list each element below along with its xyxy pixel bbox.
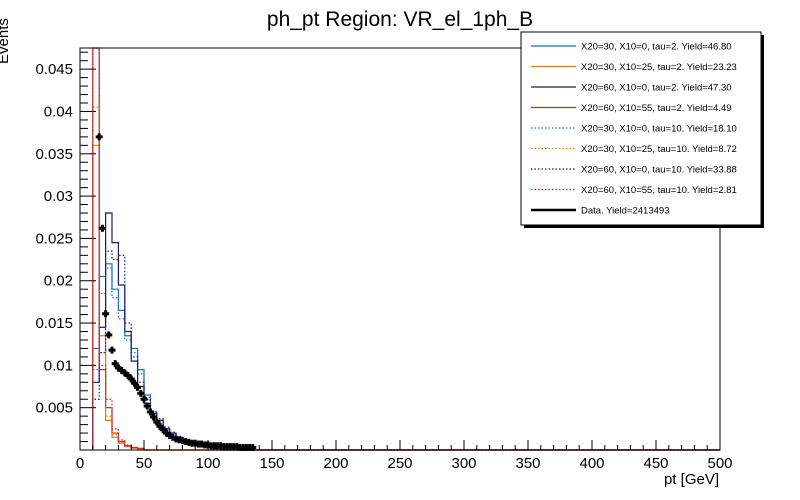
legend-box [520, 31, 762, 226]
legend-label: X20=30, X10=0, tau=2. Yield=46.80 [581, 42, 732, 53]
data-point [108, 346, 116, 354]
x-tick-label: 50 [136, 455, 153, 472]
x-tick-label: 400 [579, 455, 604, 472]
data-point [140, 395, 148, 403]
legend-item: Data. Yield=2413493 [531, 206, 669, 217]
x-tick-label: 450 [643, 455, 668, 472]
legend-item: X20=60, X10=55, tau=10. Yield=2.81 [531, 185, 737, 196]
x-tick-label: 100 [195, 455, 220, 472]
y-tick-label: 0.02 [44, 273, 73, 290]
x-tick-label: 150 [259, 455, 284, 472]
data-point [150, 413, 158, 421]
legend-label: X20=30, X10=25, tau=2. Yield=23.23 [581, 62, 737, 73]
series-line-0 [92, 263, 720, 451]
legend-item: X20=30, X10=25, tau=2. Yield=23.23 [531, 62, 737, 73]
y-tick-label: 0.005 [35, 400, 73, 417]
data-point [153, 418, 161, 426]
legend-item: X20=30, X10=25, tau=10. Yield=8.72 [531, 144, 737, 155]
data-point [111, 360, 119, 368]
data-point [137, 389, 145, 397]
data-point [98, 224, 106, 232]
series-line-5 [92, 106, 720, 451]
series-line-2 [92, 212, 720, 451]
x-tick-label: 350 [515, 455, 540, 472]
legend-item: X20=60, X10=0, tau=10. Yield=33.88 [531, 165, 737, 176]
legend-label: X20=30, X10=0, tau=10. Yield=18.10 [581, 124, 737, 135]
data-point [143, 402, 151, 410]
data-point [146, 408, 154, 416]
legend-label: X20=60, X10=0, tau=10. Yield=33.88 [581, 165, 737, 176]
legend: X20=30, X10=0, tau=2. Yield=46.80 X20=30,… [520, 31, 764, 228]
legend-label: X20=60, X10=55, tau=10. Yield=2.81 [581, 185, 737, 196]
legend-label: Data. Yield=2413493 [581, 206, 669, 217]
legend-label: X20=60, X10=55, tau=2. Yield=4.49 [581, 103, 732, 114]
legend-item: X20=30, X10=0, tau=2. Yield=46.80 [531, 42, 732, 53]
legend-label: X20=60, X10=0, tau=2. Yield=47.30 [581, 83, 732, 94]
x-tick-label: 0 [76, 455, 84, 472]
x-tick-label: 250 [387, 455, 412, 472]
chart-title: ph_pt Region: VR_el_1ph_B [267, 8, 533, 31]
x-axis-label: pt [GeV] [664, 471, 719, 488]
y-tick-label: 0.01 [44, 357, 73, 374]
y-tick-label: 0.015 [35, 315, 73, 332]
data-points-layer [95, 133, 257, 451]
data-point [102, 310, 110, 318]
data-point [127, 375, 135, 383]
data-point [105, 331, 113, 339]
data-point [130, 379, 138, 387]
data-point [95, 133, 103, 141]
x-tick-label: 500 [707, 455, 732, 472]
axis-layer: 0 50 100 150 200 250 300 350 400 450 500 0.005 0.01 0… [35, 51, 733, 472]
legend-item: X20=60, X10=0, tau=2. Yield=47.30 [531, 83, 732, 94]
y-axis-label: Events [0, 18, 12, 64]
series-line-7 [92, 47, 720, 451]
series-line-4 [92, 267, 720, 451]
data-point [134, 383, 142, 391]
y-tick-label: 0.035 [35, 146, 73, 163]
legend-item: X20=30, X10=0, tau=10. Yield=18.10 [531, 124, 737, 135]
y-tick-label: 0.04 [44, 103, 73, 120]
y-tick-label: 0.03 [44, 188, 73, 205]
y-tick-label: 0.045 [35, 61, 73, 78]
series-line-6 [92, 250, 720, 451]
y-tick-label: 0.025 [35, 230, 73, 247]
x-tick-label: 200 [323, 455, 348, 472]
legend-label: X20=30, X10=25, tau=10. Yield=8.72 [581, 144, 737, 155]
legend-item: X20=60, X10=55, tau=2. Yield=4.49 [531, 103, 732, 114]
x-tick-label: 300 [451, 455, 476, 472]
